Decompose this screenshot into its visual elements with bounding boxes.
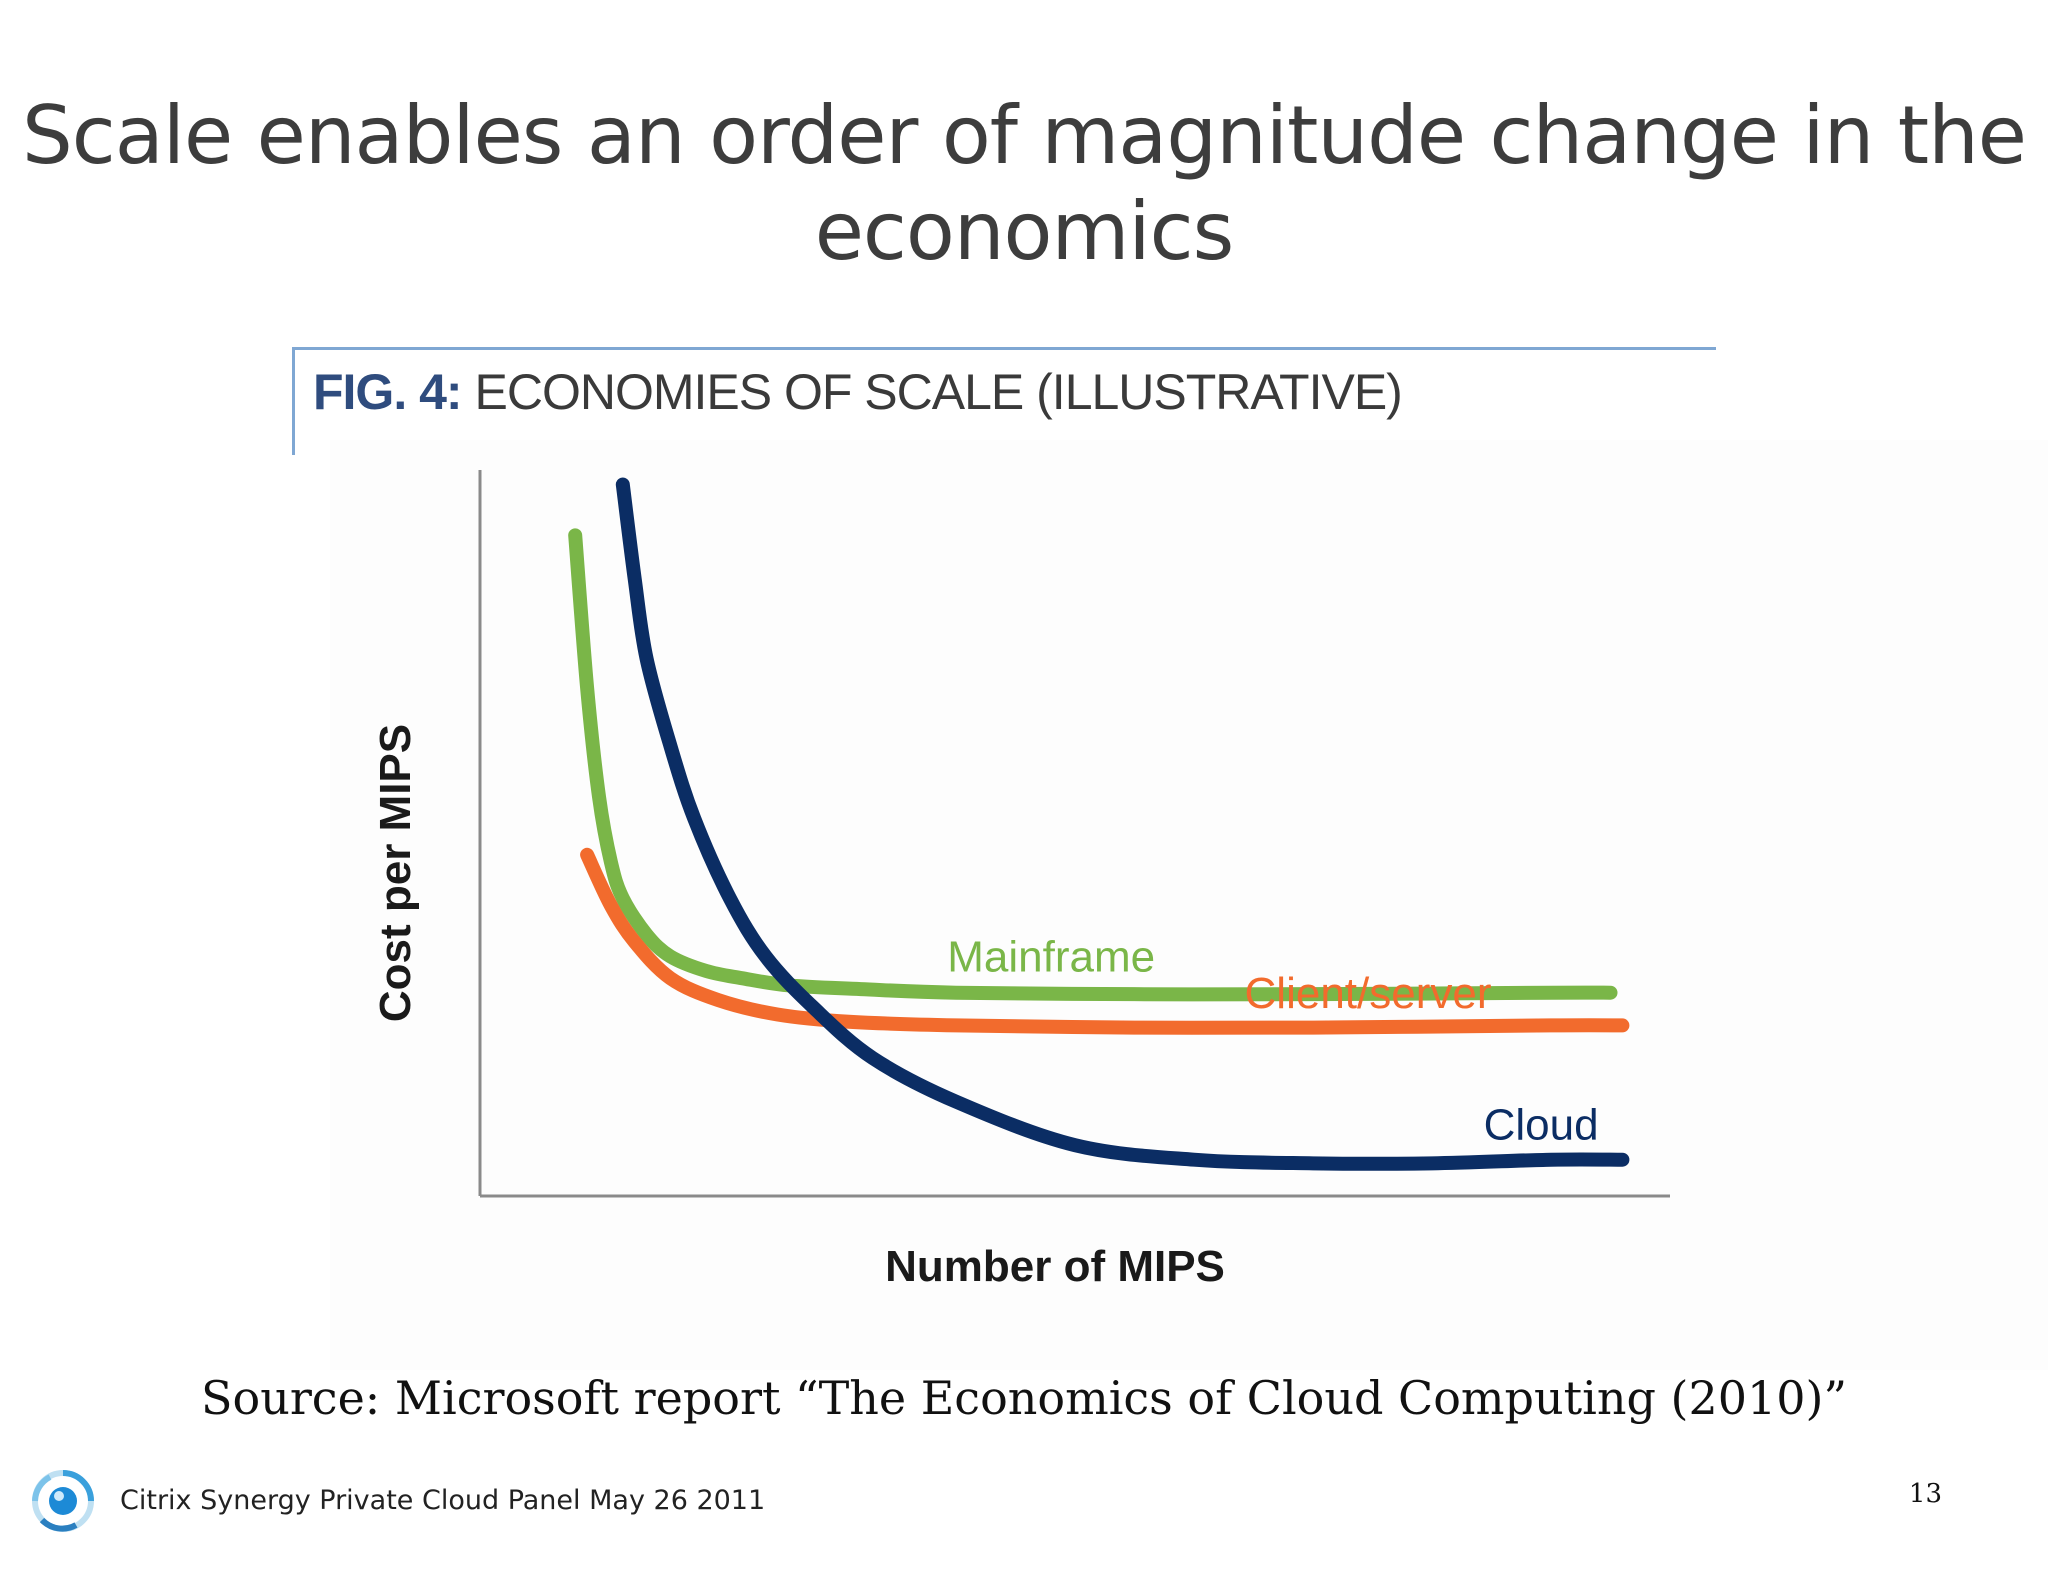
figure-top-rule bbox=[292, 347, 1716, 350]
figure-title: FIG. 4: ECONOMIES OF SCALE (ILLUSTRATIVE… bbox=[313, 362, 1403, 422]
slide-title-line-1: Scale enables an order of magnitude chan… bbox=[21, 89, 2027, 182]
slide-title-line-2: economics bbox=[814, 185, 1235, 278]
series-line-cloud bbox=[615, 477, 1630, 1171]
series-label-cloud: Cloud bbox=[1484, 1101, 1599, 1150]
slide-title: Scale enables an order of magnitude chan… bbox=[0, 88, 2048, 280]
figure-title-text: ECONOMIES OF SCALE (ILLUSTRATIVE) bbox=[474, 364, 1402, 420]
source-citation: Source: Microsoft report “The Economics … bbox=[200, 1371, 1847, 1425]
series-line-mainframe bbox=[568, 528, 1618, 1002]
series-label-client-server: Client/server bbox=[1245, 969, 1492, 1018]
chart-axes bbox=[478, 470, 1670, 1198]
series-line-client-server bbox=[580, 847, 1630, 1035]
series-layer bbox=[568, 477, 1630, 1171]
series-label-mainframe: Mainframe bbox=[947, 932, 1155, 981]
x-axis-label: Number of MIPS bbox=[885, 1242, 1225, 1291]
footer-text: Citrix Synergy Private Cloud Panel May 2… bbox=[120, 1485, 766, 1516]
citrix-orb-logo-icon bbox=[32, 1470, 94, 1532]
series-label-layer: Mainframe Client/server Cloud bbox=[947, 932, 1598, 1149]
y-axis-label: Cost per MIPS bbox=[371, 724, 420, 1022]
figure-number: FIG. 4: bbox=[313, 364, 463, 420]
page-number: 13 bbox=[1908, 1479, 1942, 1509]
figure-left-rule bbox=[292, 347, 295, 455]
